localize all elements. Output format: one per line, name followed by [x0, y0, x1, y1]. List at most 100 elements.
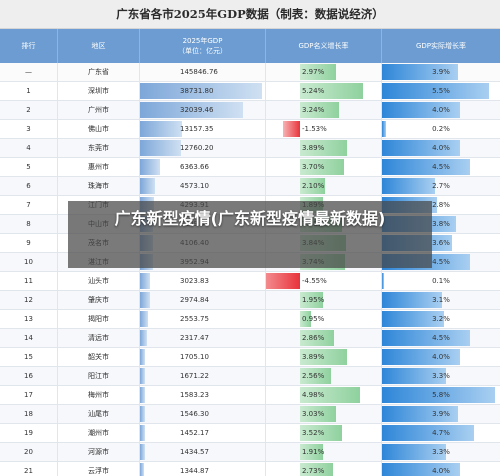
- nominal-growth-value: 2.73%: [302, 467, 325, 475]
- nominal-growth-bar: [300, 387, 360, 403]
- real-growth-bar: [382, 387, 496, 403]
- real-growth-bar: [382, 292, 443, 308]
- table-row: 4 东莞市 12760.20 3.89% 4.0%: [0, 139, 500, 158]
- gdp-value: 38731.80: [180, 87, 214, 95]
- nominal-growth-value: 3.89%: [302, 144, 325, 152]
- real-growth-value: 5.8%: [432, 391, 450, 399]
- rank-cell: 20: [0, 443, 58, 461]
- region-cell: 广东省: [58, 63, 140, 81]
- gdp-value: 1705.10: [180, 353, 209, 361]
- real-growth-value: 3.6%: [432, 239, 450, 247]
- table-row: 17 梅州市 1583.23 4.98% 5.8%: [0, 386, 500, 405]
- real-growth-bar: [382, 178, 435, 194]
- header-nominal-growth: GDP名义增长率: [266, 29, 382, 63]
- real-growth-cell: 0.2%: [382, 120, 500, 138]
- rank-cell: 5: [0, 158, 58, 176]
- real-growth-cell: 3.2%: [382, 310, 500, 328]
- gdp-cell: 1546.30: [140, 405, 266, 423]
- region-cell: 韶关市: [58, 348, 140, 366]
- gdp-cell: 1452.17: [140, 424, 266, 442]
- table-row: 12 肇庆市 2974.84 1.95% 3.1%: [0, 291, 500, 310]
- region-cell: 惠州市: [58, 158, 140, 176]
- table-title: 广东省各市2025年GDP数据（制表：数据说经济）: [0, 0, 500, 29]
- real-growth-bar: [382, 140, 460, 156]
- nominal-growth-bar: [300, 425, 343, 441]
- real-growth-cell: 3.1%: [382, 291, 500, 309]
- rank-cell: 12: [0, 291, 58, 309]
- real-growth-cell: 5.8%: [382, 386, 500, 404]
- nominal-growth-value: 2.86%: [302, 334, 325, 342]
- header-region: 地区: [58, 29, 140, 63]
- table-row: 15 韶关市 1705.10 3.89% 4.0%: [0, 348, 500, 367]
- table-row: 6 珠海市 4573.10 2.10% 2.7%: [0, 177, 500, 196]
- nominal-growth-bar: [300, 64, 336, 80]
- gdp-bar: [140, 425, 145, 441]
- rank-cell: 1: [0, 82, 58, 100]
- nominal-growth-bar: [300, 102, 339, 118]
- table-row: 3 佛山市 13157.35 -1.53% 0.2%: [0, 120, 500, 139]
- header-gdp: 2025年GDP （单位：亿元）: [140, 29, 266, 63]
- nominal-growth-value: 1.91%: [302, 448, 325, 456]
- real-growth-cell: 3.9%: [382, 63, 500, 81]
- gdp-value: 6363.66: [180, 163, 209, 171]
- nominal-growth-value: 3.70%: [302, 163, 325, 171]
- nominal-growth-bar: [300, 311, 312, 327]
- real-growth-value: 3.3%: [432, 372, 450, 380]
- nominal-growth-value: 2.97%: [302, 68, 325, 76]
- rank-cell: 10: [0, 253, 58, 271]
- gdp-cell: 1434.57: [140, 443, 266, 461]
- table-row: — 广东省 145846.76 2.97% 3.9%: [0, 63, 500, 82]
- real-growth-bar: [382, 368, 447, 384]
- gdp-cell: 1705.10: [140, 348, 266, 366]
- real-growth-value: 0.2%: [432, 125, 450, 133]
- gdp-bar: [140, 178, 155, 194]
- gdp-value: 4573.10: [180, 182, 209, 190]
- table-row: 20 河源市 1434.57 1.91% 3.3%: [0, 443, 500, 462]
- nominal-growth-value: 5.24%: [302, 87, 325, 95]
- nominal-growth-cell: 1.95%: [266, 291, 382, 309]
- nominal-growth-bar: [300, 368, 331, 384]
- real-growth-bar: [382, 444, 447, 460]
- real-growth-cell: 4.0%: [382, 348, 500, 366]
- region-cell: 东莞市: [58, 139, 140, 157]
- region-cell: 深圳市: [58, 82, 140, 100]
- gdp-bar: [140, 311, 149, 327]
- nominal-growth-cell: 3.52%: [266, 424, 382, 442]
- nominal-growth-cell: 3.70%: [266, 158, 382, 176]
- rank-cell: 8: [0, 215, 58, 233]
- real-growth-value: 4.0%: [432, 353, 450, 361]
- rank-cell: 17: [0, 386, 58, 404]
- table-row: 19 潮州市 1452.17 3.52% 4.7%: [0, 424, 500, 443]
- gdp-cell: 32039.46: [140, 101, 266, 119]
- real-growth-cell: 3.9%: [382, 405, 500, 423]
- real-growth-cell: 4.0%: [382, 139, 500, 157]
- real-growth-value: 4.0%: [432, 467, 450, 475]
- gdp-value: 12760.20: [180, 144, 214, 152]
- nominal-growth-cell: 2.10%: [266, 177, 382, 195]
- nominal-growth-bar: [300, 463, 333, 476]
- region-cell: 清远市: [58, 329, 140, 347]
- gdp-cell: 6363.66: [140, 158, 266, 176]
- real-growth-bar: [382, 64, 459, 80]
- table-row: 16 阳江市 1671.22 2.56% 3.3%: [0, 367, 500, 386]
- real-growth-bar: [382, 463, 460, 476]
- real-growth-cell: 4.0%: [382, 462, 500, 476]
- nominal-growth-value: 3.03%: [302, 410, 325, 418]
- region-cell: 汕尾市: [58, 405, 140, 423]
- gdp-cell: 3023.83: [140, 272, 266, 290]
- gdp-bar: [140, 444, 145, 460]
- nominal-growth-cell: -4.55%: [266, 272, 382, 290]
- real-growth-value: 3.2%: [432, 315, 450, 323]
- gdp-bar: [140, 292, 150, 308]
- rank-cell: 13: [0, 310, 58, 328]
- gdp-cell: 1583.23: [140, 386, 266, 404]
- region-cell: 广州市: [58, 101, 140, 119]
- table-row: 11 汕头市 3023.83 -4.55% 0.1%: [0, 272, 500, 291]
- gdp-value: 1583.23: [180, 391, 209, 399]
- real-growth-cell: 0.1%: [382, 272, 500, 290]
- nominal-growth-bar: [300, 159, 345, 175]
- nominal-growth-cell: -1.53%: [266, 120, 382, 138]
- real-growth-bar: [382, 311, 445, 327]
- real-growth-bar: [382, 83, 490, 99]
- nominal-growth-bar: [300, 292, 324, 308]
